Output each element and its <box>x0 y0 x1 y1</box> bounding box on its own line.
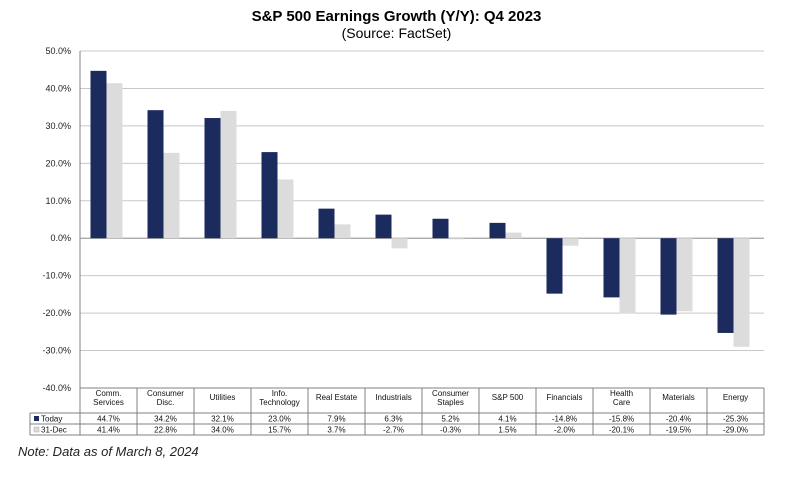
legend-label: Today <box>41 415 62 424</box>
y-tick-label: -20.0% <box>42 308 71 318</box>
bar-today <box>318 208 335 239</box>
bar-31-dec <box>676 238 693 312</box>
chart-subtitle: (Source: FactSet) <box>341 25 452 41</box>
data-label: 22.8% <box>154 426 177 435</box>
bar-31-dec <box>106 83 123 239</box>
category-label: Services <box>93 398 124 407</box>
data-label: 3.7% <box>327 426 345 435</box>
y-tick-label: -30.0% <box>42 346 71 356</box>
data-label: 15.7% <box>268 426 291 435</box>
bar-today <box>546 238 563 294</box>
category-label: Health <box>610 389 633 398</box>
bar-31-dec <box>334 224 351 239</box>
data-label: 44.7% <box>97 415 120 424</box>
bar-31-dec <box>562 238 579 246</box>
y-axis-ticks: 50.0% 40.0% 30.0% 20.0% 10.0% 0.0% -10.0% -20.0… <box>42 46 71 393</box>
category-label: Consumer <box>432 389 469 398</box>
y-tick-label: -40.0% <box>42 383 71 393</box>
data-label: 23.0% <box>268 415 291 424</box>
category-label: Energy <box>723 393 748 402</box>
y-tick-label: 10.0% <box>45 196 71 206</box>
bar-today <box>489 222 506 239</box>
data-label: 4.1% <box>498 415 516 424</box>
y-tick-label: 50.0% <box>45 46 71 56</box>
bar-today <box>261 152 278 239</box>
data-label: 7.9% <box>327 415 345 424</box>
bars <box>90 70 750 347</box>
category-label: Real Estate <box>316 393 358 402</box>
bar-today <box>90 70 107 239</box>
y-tick-label: -10.0% <box>42 271 71 281</box>
data-label: -20.1% <box>609 426 634 435</box>
data-label: -29.0% <box>723 426 748 435</box>
category-label: Industrials <box>375 393 411 402</box>
category-label: Financials <box>546 393 582 402</box>
bar-31-dec <box>277 179 294 239</box>
data-label: -19.5% <box>666 426 691 435</box>
y-tick-label: 0.0% <box>50 233 71 243</box>
bar-today <box>375 214 392 239</box>
data-label: -14.8% <box>552 415 577 424</box>
data-label: -20.4% <box>666 415 691 424</box>
category-label: Care <box>613 398 631 407</box>
category-label: Disc. <box>157 398 175 407</box>
y-tick-label: 20.0% <box>45 158 71 168</box>
footnote: Note: Data as of March 8, 2024 <box>18 444 199 459</box>
category-label: Consumer <box>147 389 184 398</box>
category-label: Comm. <box>96 389 122 398</box>
category-label: S&P 500 <box>492 393 524 402</box>
legend-label: 31-Dec <box>41 426 67 435</box>
data-label: 6.3% <box>384 415 402 424</box>
data-label: 1.5% <box>498 426 516 435</box>
category-label: Info. <box>272 389 288 398</box>
bar-today <box>603 238 620 298</box>
gridlines <box>79 50 764 389</box>
bar-31-dec <box>448 238 465 240</box>
bar-today <box>432 218 449 239</box>
bar-31-dec <box>619 238 636 314</box>
data-label: -25.3% <box>723 415 748 424</box>
data-label: -2.0% <box>554 426 575 435</box>
category-label: Technology <box>259 398 299 407</box>
data-label: 32.1% <box>211 415 234 424</box>
bar-today <box>147 110 164 239</box>
bar-31-dec <box>391 238 408 249</box>
bar-today <box>717 238 734 333</box>
bar-31-dec <box>733 238 750 347</box>
bar-31-dec <box>505 232 522 239</box>
data-label: 41.4% <box>97 426 120 435</box>
data-label: 34.2% <box>154 415 177 424</box>
data-label: -2.7% <box>383 426 404 435</box>
data-label: -0.3% <box>440 426 461 435</box>
data-label: 34.0% <box>211 426 234 435</box>
bar-today <box>204 118 221 239</box>
y-tick-label: 40.0% <box>45 83 71 93</box>
bar-31-dec <box>220 110 237 239</box>
data-label: 5.2% <box>441 415 459 424</box>
data-label: -15.8% <box>609 415 634 424</box>
legend-swatch <box>33 426 40 433</box>
chart-title: S&P 500 Earnings Growth (Y/Y): Q4 2023 <box>251 8 542 25</box>
bar-chart: 50.0% 40.0% 30.0% 20.0% 10.0% 0.0% -10.0% -20.0… <box>29 46 765 436</box>
legend-swatch <box>34 416 39 421</box>
category-label: Utilities <box>210 393 236 402</box>
category-label: Materials <box>662 393 694 402</box>
y-tick-label: 30.0% <box>45 121 71 131</box>
category-label: Staples <box>437 398 464 407</box>
bar-31-dec <box>163 152 180 239</box>
bar-today <box>660 238 677 315</box>
